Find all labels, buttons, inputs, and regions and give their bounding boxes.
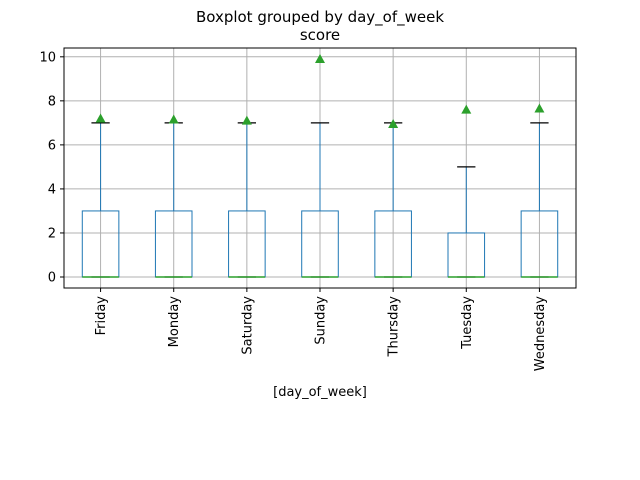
chart-subtitle: score [300,26,340,44]
y-tick-label: 6 [48,138,56,153]
x-tick-label: Monday [167,296,182,348]
box-layer [81,54,559,278]
mean-marker [534,103,545,113]
mean-marker [95,113,106,123]
mean-marker [461,104,472,114]
mean-marker [315,54,325,64]
x-axis-label: [day_of_week] [273,385,367,400]
x-tick-label: Friday [94,296,109,336]
mean-marker [168,114,179,124]
y-tick-label: 10 [39,50,56,65]
mean-marker [388,118,399,128]
y-tick-label: 8 [48,94,56,109]
y-tick-label: 4 [48,182,56,197]
x-tick-label: Tuesday [460,296,475,350]
chart-title: Boxplot grouped by day_of_week [196,8,444,27]
axis-layer: 0 2 4 6 8 10 Friday Monday Saturday Sunday Thursda… [39,50,547,371]
x-tick-label: Saturday [240,296,255,355]
y-tick-label: 0 [48,270,56,285]
x-tick-label: Thursday [387,296,402,358]
mean-marker [241,115,252,125]
x-tick-label: Wednesday [533,296,548,372]
x-tick-label: Sunday [314,296,329,345]
y-tick-label: 2 [48,226,56,241]
